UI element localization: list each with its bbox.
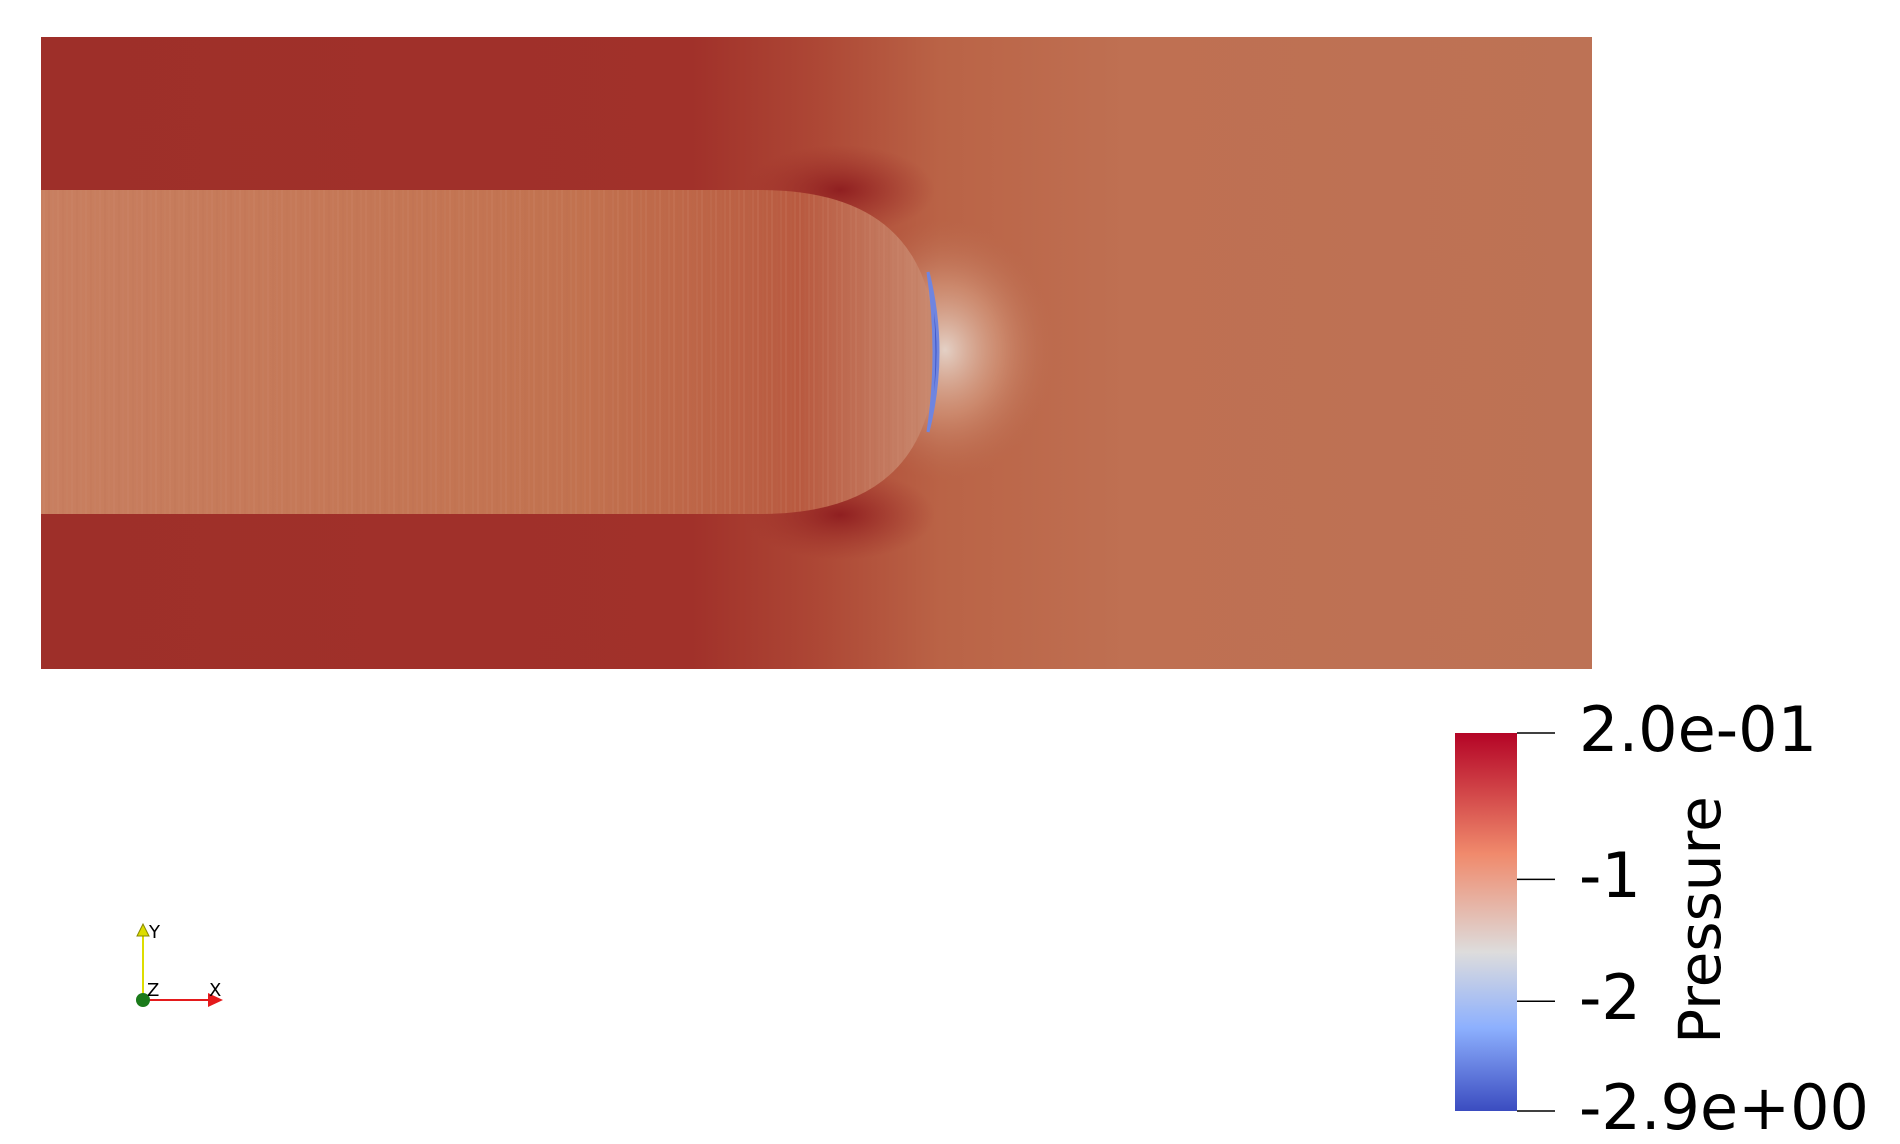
bubble-tip-min-pressure	[926, 271, 940, 433]
colorbar	[1455, 732, 1555, 1112]
z-axis-dot	[136, 993, 150, 1007]
z-axis-label: Z	[147, 980, 159, 1001]
colorbar-tick-label: -1	[1579, 839, 1641, 913]
x-axis-arrowhead	[208, 993, 223, 1007]
pressure-domain	[41, 37, 1592, 669]
y-axis-label: Y	[148, 922, 161, 943]
x-axis-label: X	[209, 980, 221, 1001]
bubble-streaks	[41, 190, 935, 514]
colorbar-gradient	[1455, 733, 1517, 1111]
colorbar-title: Pressure	[1666, 796, 1734, 1044]
colorbar-tick-label: -2.9e+00	[1579, 1071, 1869, 1144]
y-axis-arrowhead	[136, 922, 150, 937]
colorbar-tick-label: -2	[1579, 961, 1641, 1035]
colorbar-tick-label: 2.0e-01	[1579, 693, 1818, 766]
colorbar-tick-marks	[1517, 732, 1555, 1112]
axes-triad: Y Z X	[136, 922, 223, 1007]
